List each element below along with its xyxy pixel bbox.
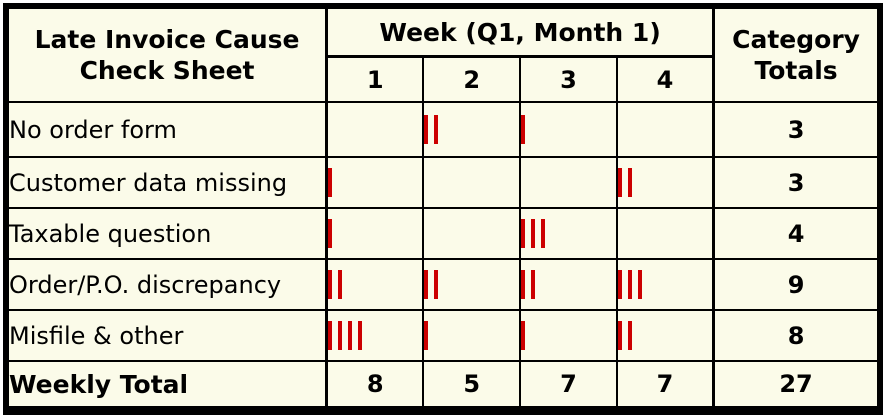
cause-label: Misfile & other: [7, 309, 328, 362]
category-totals-header-line-2: Totals: [754, 56, 838, 85]
tally-cell-week-1: [325, 207, 425, 260]
header-row-1: Late Invoice Cause Check Sheet Week (Q1,…: [7, 7, 880, 103]
sheet-title-line-2: Check Sheet: [79, 56, 255, 85]
grand-total: 27: [712, 360, 880, 408]
tally-cell-week-1: [325, 101, 425, 158]
table-row-misfile-other: Misfile & other 8: [7, 309, 880, 362]
header-row-2: 1 2 3 4: [8, 55, 878, 103]
week-2-header: 2: [422, 55, 522, 103]
tally-cell-week-4: [615, 207, 715, 260]
cause-label: No order form: [7, 101, 328, 158]
sheet-title: Late Invoice Cause Check Sheet: [7, 7, 328, 103]
tally-cell-week-3: [519, 101, 618, 158]
week-4-header: 4: [615, 55, 715, 103]
weekly-total-week-1: 8: [325, 360, 425, 408]
tally-cell-week-1: [325, 258, 425, 311]
table-row-order-po-discrepancy: Order/P.O. discrepancy 9: [7, 258, 880, 311]
cause-label: Order/P.O. discrepancy: [7, 258, 328, 311]
tally-cell-week-1: [325, 309, 425, 362]
category-total: 8: [712, 309, 880, 362]
sheet-title-line-1: Late Invoice Cause: [34, 25, 300, 54]
tally-cell-week-2: [422, 258, 522, 311]
table-row-no-order-form: No order form 3: [7, 101, 880, 158]
tally-cell-week-4: [615, 309, 715, 362]
cause-label: Taxable question: [7, 207, 328, 260]
category-total: 9: [712, 258, 880, 311]
tally-cell-week-2: [422, 309, 522, 362]
tally-cell-week-1: [325, 156, 425, 209]
tally-cell-week-2: [422, 156, 522, 209]
weekly-total-label: Weekly Total: [7, 360, 328, 408]
tally-cell-week-4: [615, 156, 715, 209]
weekly-total-week-3: 7: [519, 360, 618, 408]
table-row-customer-data-missing: Customer data missing 3: [7, 156, 880, 209]
week-group-header: Week (Q1, Month 1): [325, 7, 715, 58]
tally-cell-week-3: [519, 258, 618, 311]
weekly-total-week-4: 7: [615, 360, 715, 408]
week-1-header: 1: [325, 55, 425, 103]
weekly-total-week-2: 5: [422, 360, 522, 408]
tally-cell-week-3: [519, 207, 618, 260]
category-totals-header-line-1: Category: [732, 25, 860, 54]
table-row-taxable-question: Taxable question 4: [7, 207, 880, 260]
category-totals-header: Category Totals: [712, 7, 880, 103]
tally-cell-week-3: [519, 309, 618, 362]
weekly-total-row: Weekly Total 8 5 7 7 27: [7, 360, 880, 408]
check-sheet-table: Late Invoice Cause Check Sheet Week (Q1,…: [7, 7, 880, 408]
tally-cell-week-2: [422, 101, 522, 158]
category-total: 4: [712, 207, 880, 260]
category-total: 3: [712, 156, 880, 209]
tally-cell-week-4: [615, 258, 715, 311]
category-total: 3: [712, 101, 880, 158]
tally-cell-week-2: [422, 207, 522, 260]
cause-label: Customer data missing: [7, 156, 328, 209]
tally-cell-week-3: [519, 156, 618, 209]
week-3-header: 3: [519, 55, 618, 103]
check-sheet-frame: Late Invoice Cause Check Sheet Week (Q1,…: [3, 3, 883, 415]
tally-cell-week-4: [615, 101, 715, 158]
